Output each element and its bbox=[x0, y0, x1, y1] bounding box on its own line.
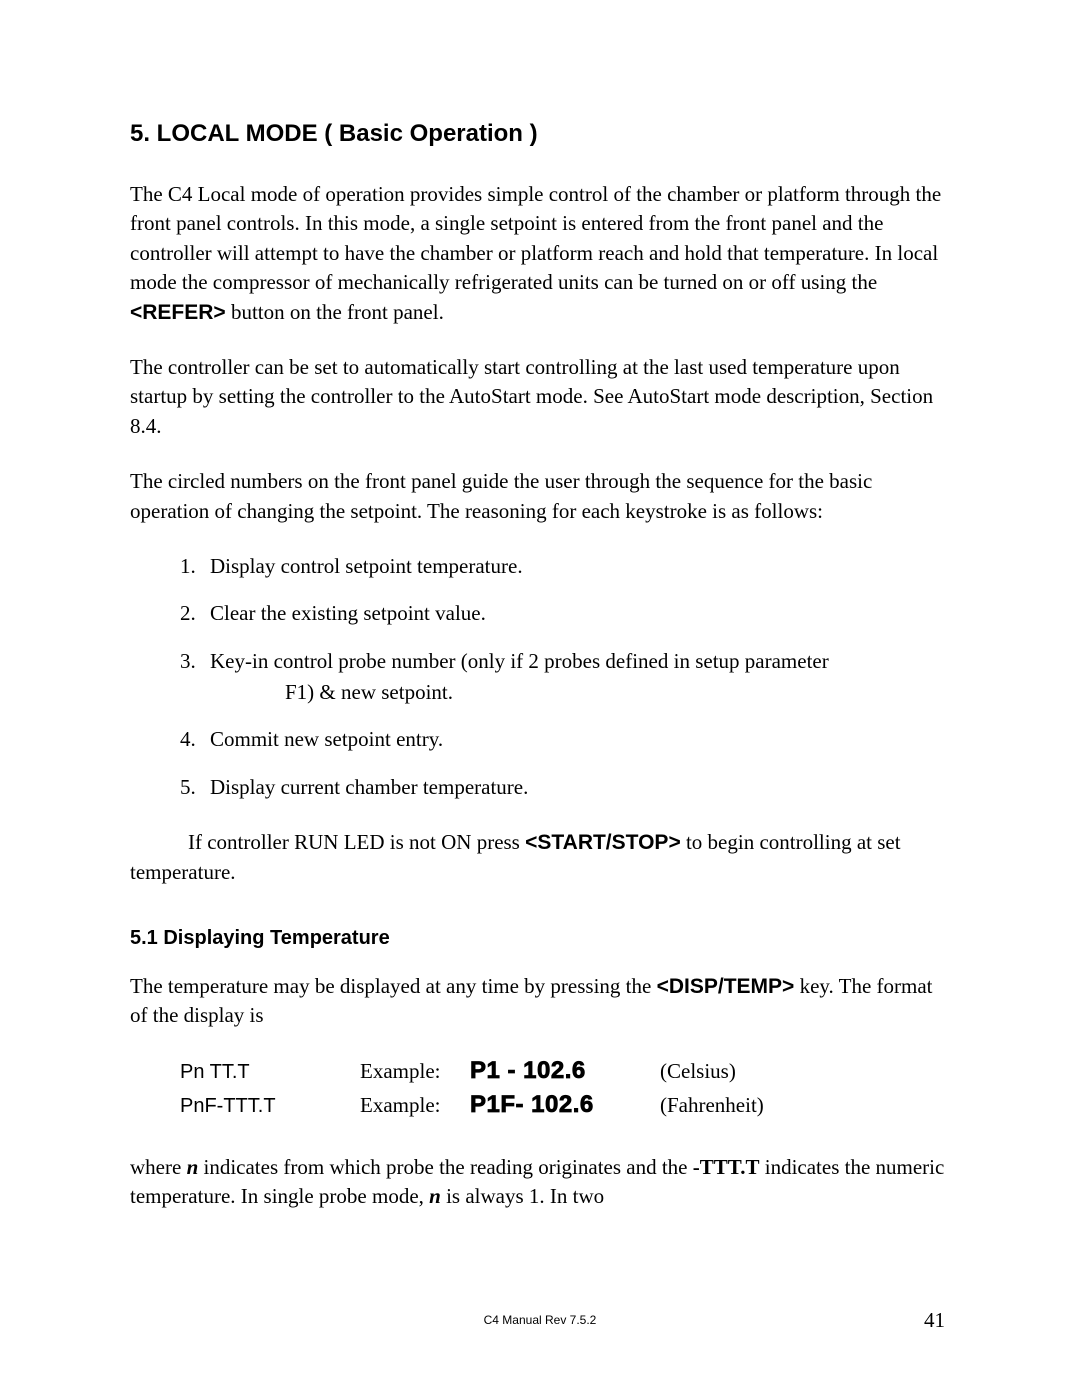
footer-rev: C4 Manual Rev 7.5.2 bbox=[0, 1313, 1080, 1327]
var-n2: n bbox=[429, 1184, 441, 1208]
disp-text-a: The temperature may be displayed at any … bbox=[130, 974, 657, 998]
format-code: Pn TT.T bbox=[180, 1061, 360, 1084]
unit-label: (Celsius) bbox=[660, 1059, 736, 1084]
step-text: Commit new setpoint entry. bbox=[210, 725, 950, 754]
step-text: Clear the existing setpoint value. bbox=[210, 599, 950, 628]
tail-d: is always 1. In two bbox=[441, 1184, 604, 1208]
example-label: Example: bbox=[360, 1093, 470, 1118]
unit-label: (Fahrenheit) bbox=[660, 1093, 764, 1118]
step-num: 4. bbox=[180, 725, 210, 754]
format-row: Pn TT.T Example: P1 - 102.6 (Celsius) bbox=[180, 1057, 950, 1085]
step-num: 1. bbox=[180, 552, 210, 581]
page: 5. LOCAL MODE ( Basic Operation ) The C4… bbox=[0, 0, 1080, 1397]
step-num: 5. bbox=[180, 773, 210, 802]
start-stop-key-label: <START/STOP> bbox=[525, 831, 681, 854]
intro-para-2: The controller can be set to automatical… bbox=[130, 353, 950, 441]
display-para: The temperature may be displayed at any … bbox=[130, 972, 950, 1031]
step-text-cont: F1) & new setpoint. bbox=[180, 678, 950, 707]
example-label: Example: bbox=[360, 1059, 470, 1084]
step-item: 4. Commit new setpoint entry. bbox=[180, 725, 950, 754]
format-code: PnF-TTT.T bbox=[180, 1095, 360, 1118]
para1-text-b: button on the front panel. bbox=[226, 300, 444, 324]
lcd-display-celsius: P1 - 102.6 bbox=[470, 1057, 586, 1084]
tail-a: where bbox=[130, 1155, 187, 1179]
step-num: 2. bbox=[180, 599, 210, 628]
run-text-a: If controller RUN LED is not ON press bbox=[188, 830, 525, 854]
step-list: 1. Display control setpoint temperature.… bbox=[130, 552, 950, 802]
lcd-display-fahrenheit: P1F- 102.6 bbox=[470, 1091, 594, 1118]
tail-b: indicates from which probe the reading o… bbox=[198, 1155, 693, 1179]
format-table: Pn TT.T Example: P1 - 102.6 (Celsius) Pn… bbox=[180, 1057, 950, 1119]
var-n: n bbox=[187, 1155, 199, 1179]
intro-para-1: The C4 Local mode of operation provides … bbox=[130, 180, 950, 327]
section-heading: 5. LOCAL MODE ( Basic Operation ) bbox=[130, 120, 950, 148]
subsection-heading: 5.1 Displaying Temperature bbox=[130, 927, 950, 950]
step-item: 5. Display current chamber temperature. bbox=[180, 773, 950, 802]
para1-text-a: The C4 Local mode of operation provides … bbox=[130, 182, 941, 294]
run-note: If controller RUN LED is not ON press <S… bbox=[130, 828, 950, 887]
format-row: PnF-TTT.T Example: P1F- 102.6 (Fahrenhei… bbox=[180, 1091, 950, 1119]
step-num: 3. bbox=[180, 647, 210, 676]
var-ttt: -TTT.T bbox=[693, 1155, 760, 1179]
disp-temp-key-label: <DISP/TEMP> bbox=[657, 975, 795, 998]
step-item: 1. Display control setpoint temperature. bbox=[180, 552, 950, 581]
step-item: 3. Key-in control probe number (only if … bbox=[180, 647, 950, 676]
intro-para-3: The circled numbers on the front panel g… bbox=[130, 467, 950, 526]
tail-para: where n indicates from which probe the r… bbox=[130, 1153, 950, 1212]
page-number: 41 bbox=[924, 1308, 945, 1333]
step-item: 2. Clear the existing setpoint value. bbox=[180, 599, 950, 628]
refer-key-label: <REFER> bbox=[130, 301, 226, 324]
step-text: Key-in control probe number (only if 2 p… bbox=[210, 647, 950, 676]
step-text: Display control setpoint temperature. bbox=[210, 552, 950, 581]
step-text: Display current chamber temperature. bbox=[210, 773, 950, 802]
